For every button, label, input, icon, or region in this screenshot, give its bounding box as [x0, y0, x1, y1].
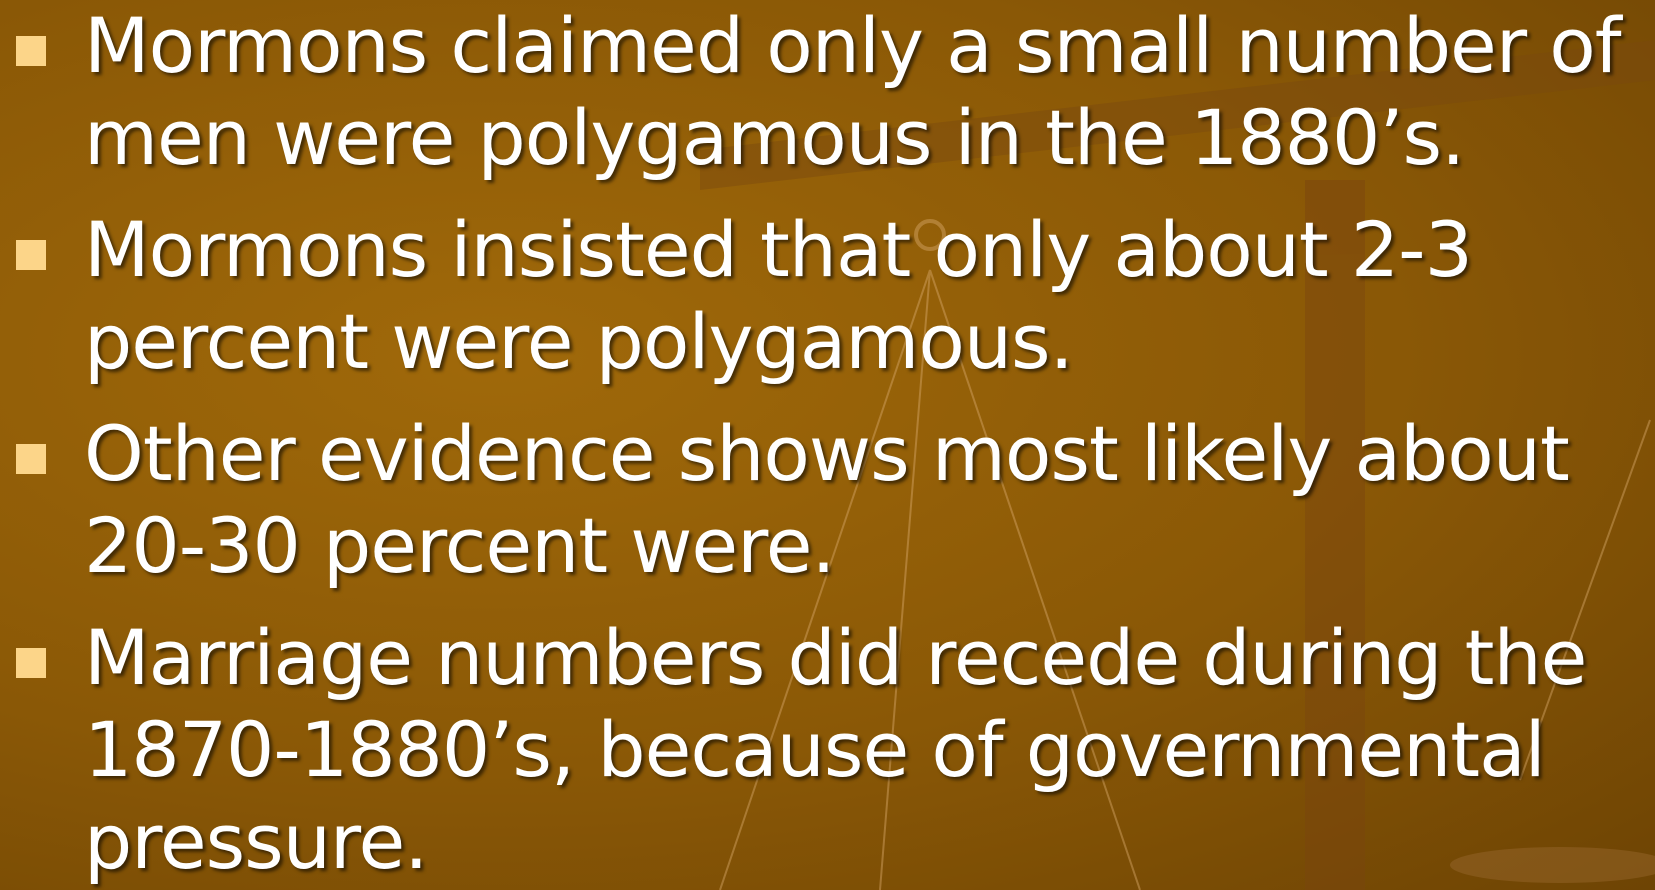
bullet-item: Mormons insisted that only about 2-3 per…: [0, 204, 1640, 388]
slide: Mormons claimed only a small number of m…: [0, 0, 1655, 890]
bullet-marker: [16, 444, 46, 474]
bullet-item: Marriage numbers did recede during the 1…: [0, 612, 1640, 888]
bullet-marker: [16, 36, 46, 66]
bullet-item: Mormons claimed only a small number of m…: [0, 0, 1640, 184]
bullet-marker: [16, 648, 46, 678]
bullet-marker: [16, 240, 46, 270]
bullet-item: Other evidence shows most likely about 2…: [0, 408, 1640, 592]
bullet-list: Mormons claimed only a small number of m…: [0, 0, 1640, 890]
